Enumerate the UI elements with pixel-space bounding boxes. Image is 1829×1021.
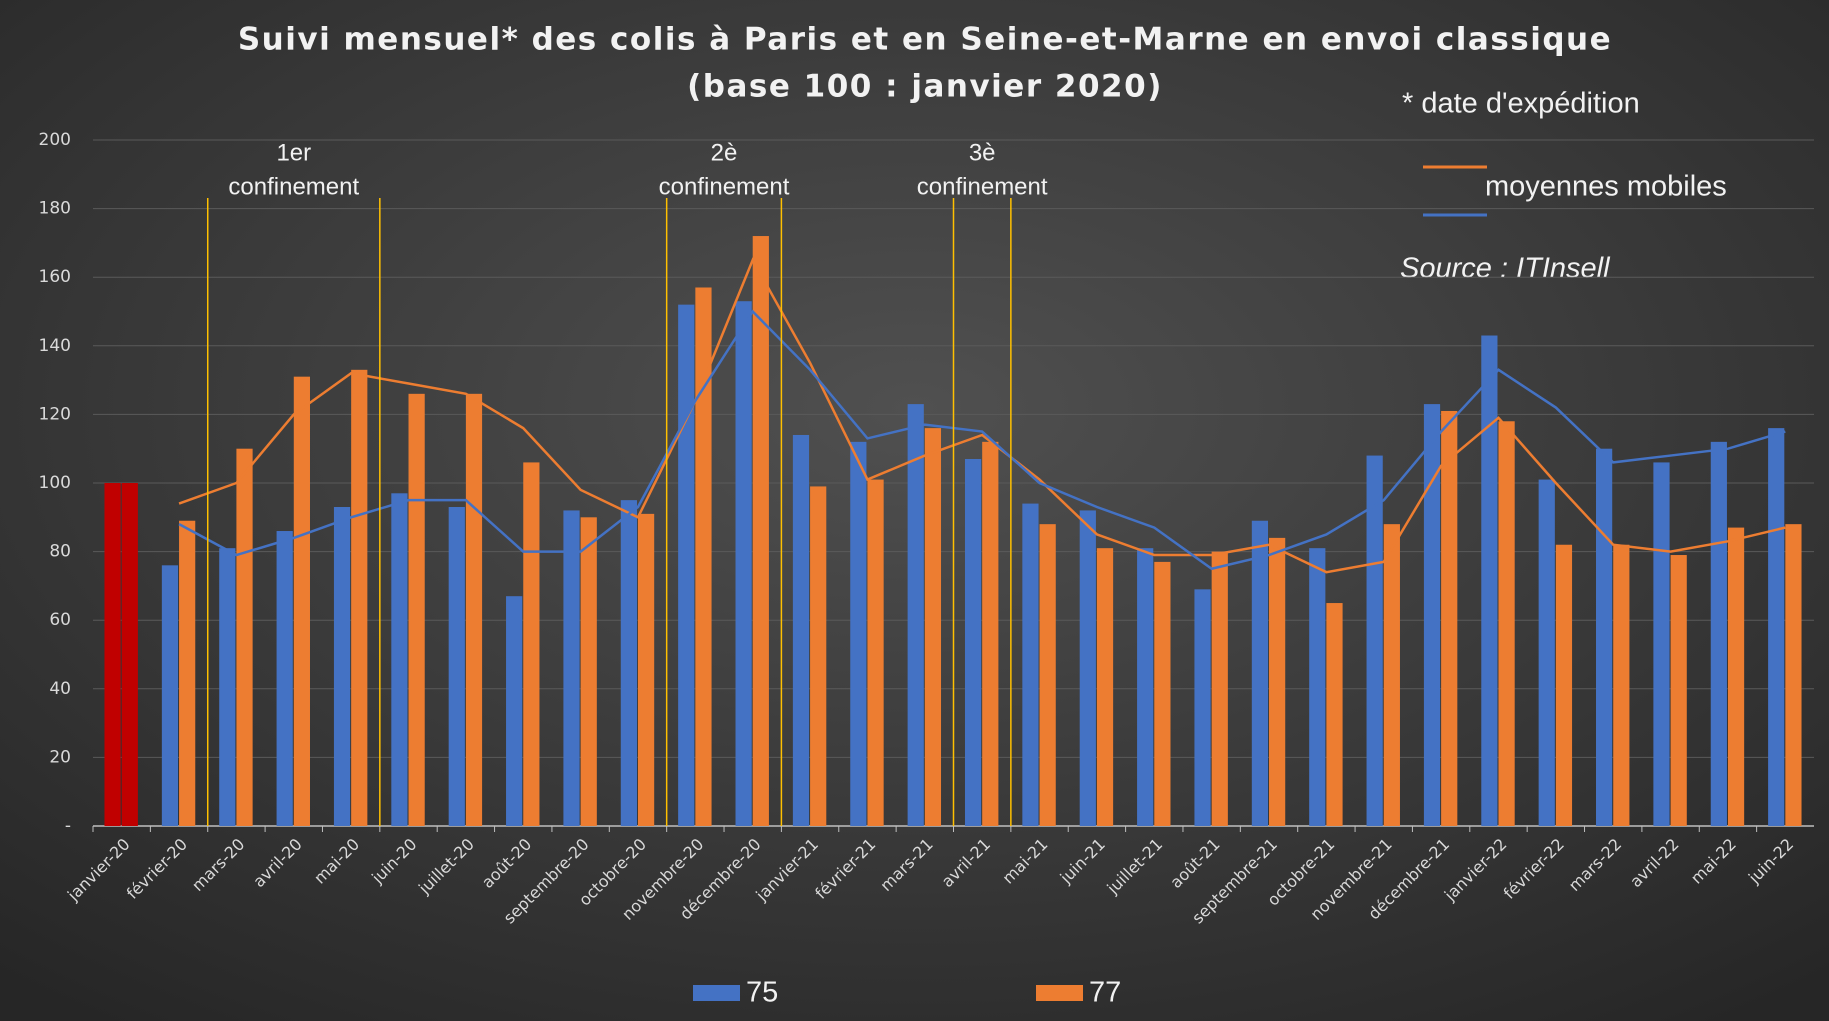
bar — [236, 448, 253, 826]
annotation-text: confinement — [659, 173, 790, 200]
bar — [1251, 520, 1269, 826]
bar — [982, 441, 999, 826]
bar — [964, 458, 982, 826]
bar — [1194, 589, 1211, 826]
moving-average-line — [178, 257, 1786, 574]
bar — [1326, 603, 1343, 826]
bar — [810, 486, 827, 826]
y-tick-label: 120 — [39, 404, 71, 424]
y-tick-label: 60 — [49, 610, 71, 630]
bar — [792, 434, 810, 826]
bar — [1768, 428, 1785, 826]
bar — [620, 500, 637, 826]
annotation-text: 1er — [276, 139, 311, 166]
legend-label: 75 — [746, 977, 778, 1009]
bar — [867, 479, 884, 826]
bar — [293, 376, 310, 826]
bar — [161, 565, 179, 826]
bar — [1538, 479, 1555, 826]
bar — [735, 301, 752, 827]
legend-swatch — [693, 985, 740, 1001]
bar — [391, 493, 408, 826]
bar — [563, 510, 580, 826]
y-tick-label: 100 — [39, 473, 71, 493]
bar — [1309, 548, 1326, 826]
y-tick-label: 40 — [49, 679, 71, 699]
y-tick-label: 140 — [39, 336, 71, 356]
bar — [333, 507, 351, 826]
bar — [1727, 527, 1745, 826]
annotation-text: 2è — [711, 139, 738, 166]
bar — [1366, 455, 1383, 826]
y-tick-label: 160 — [39, 267, 71, 287]
bar — [1555, 544, 1573, 826]
bar — [1670, 555, 1687, 826]
bar — [104, 483, 121, 826]
bar — [523, 462, 540, 826]
bar — [1096, 548, 1114, 826]
bar — [1613, 544, 1630, 826]
y-tick-label: 180 — [39, 199, 71, 219]
bar — [1423, 404, 1441, 826]
moving-average-line — [178, 309, 1786, 571]
bar — [1441, 410, 1458, 826]
y-tick-label: 20 — [49, 747, 71, 767]
footnote: * date d'expédition — [1402, 88, 1640, 120]
bar — [1022, 503, 1039, 826]
bar — [695, 287, 712, 826]
bar — [1481, 335, 1498, 826]
annotation-text: confinement — [228, 173, 359, 200]
bar — [1498, 421, 1515, 826]
bar — [506, 596, 523, 826]
bar — [924, 428, 942, 826]
bar — [1211, 551, 1228, 826]
bar — [276, 531, 293, 826]
bar — [121, 483, 138, 826]
legend-label: 77 — [1089, 977, 1121, 1009]
annotation-text: confinement — [917, 173, 1048, 200]
bar — [678, 304, 695, 826]
bar — [580, 517, 597, 826]
bar — [1137, 548, 1154, 826]
bar — [179, 520, 196, 826]
bar — [408, 393, 425, 826]
bar — [1596, 448, 1613, 826]
y-tick-label: - — [65, 816, 71, 836]
y-tick-label: 200 — [39, 130, 71, 150]
bar — [219, 548, 236, 826]
bar — [448, 507, 465, 826]
y-tick-label: 80 — [49, 542, 71, 562]
legend-swatch — [1036, 985, 1083, 1001]
bar — [637, 513, 655, 826]
bar — [1710, 441, 1727, 826]
annotation-text: 3è — [969, 139, 996, 166]
source: Source : ITInsell — [1400, 253, 1611, 285]
legend-label: moyennes mobiles — [1485, 171, 1727, 203]
bar — [1383, 524, 1400, 826]
bar — [1785, 524, 1802, 826]
bar — [351, 369, 368, 826]
bar — [1154, 561, 1171, 826]
bar — [850, 441, 867, 826]
chart-subtitle: (base 100 : janvier 2020) — [687, 69, 1163, 105]
bar — [465, 393, 483, 826]
bar — [752, 236, 769, 827]
chart-title: Suivi mensuel* des colis à Paris et en S… — [238, 22, 1612, 58]
bar — [1039, 524, 1056, 826]
bar — [907, 404, 924, 826]
bar — [1079, 510, 1096, 826]
bar — [1653, 462, 1670, 826]
bar — [1269, 537, 1286, 826]
